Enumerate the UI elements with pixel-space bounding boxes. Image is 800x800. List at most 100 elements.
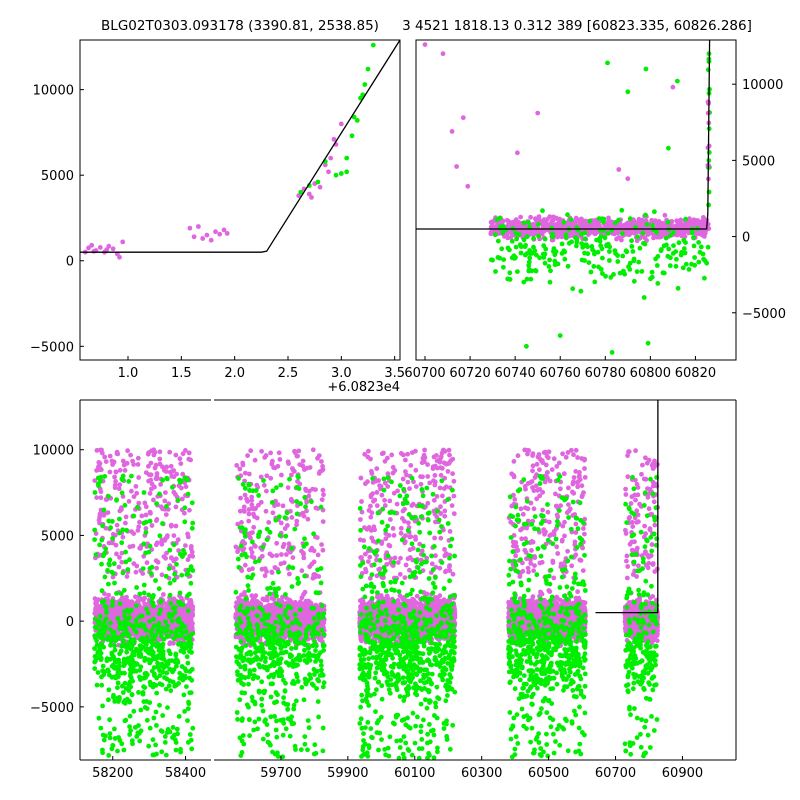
green-point (501, 264, 506, 270)
green-point (173, 747, 179, 753)
green-point (127, 713, 133, 719)
green-point (492, 232, 498, 238)
green-point (119, 632, 125, 638)
green-point (596, 216, 602, 222)
magenta-point (98, 495, 104, 501)
magenta-point (138, 545, 143, 551)
magenta-point (185, 534, 191, 540)
magenta-point (270, 458, 275, 464)
magenta-point (168, 463, 174, 469)
green-point (129, 692, 135, 697)
green-point (531, 244, 536, 250)
magenta-point (285, 523, 290, 528)
green-point (648, 276, 653, 282)
magenta-point (237, 508, 243, 514)
left-plot-title: BLG02T0303.093178 (3390.81, 2538.85) (101, 18, 379, 34)
green-point (112, 643, 118, 649)
green-point (620, 253, 626, 259)
green-point (607, 249, 612, 254)
green-point (178, 478, 184, 484)
green-point (591, 264, 597, 269)
magenta-point (129, 488, 134, 494)
magenta-point (161, 592, 166, 597)
magenta-point (147, 509, 153, 515)
green-point (153, 578, 158, 583)
green-point (143, 675, 149, 680)
green-point (705, 244, 711, 250)
green-point (143, 550, 149, 556)
green-point (654, 229, 660, 235)
magenta-point (123, 520, 128, 526)
green-point (163, 573, 169, 579)
green-point (546, 264, 552, 269)
magenta-point (326, 169, 331, 175)
green-point (608, 275, 614, 280)
magenta-point (164, 464, 170, 470)
green-point (643, 212, 648, 218)
magenta-point (110, 246, 116, 252)
green-point (650, 222, 655, 228)
green-point (178, 749, 184, 755)
magenta-point (179, 485, 184, 491)
green-point (542, 260, 548, 266)
green-point (106, 753, 112, 758)
magenta-point (528, 214, 533, 220)
green-point (106, 581, 111, 587)
green-point (592, 279, 598, 285)
magenta-point (94, 448, 100, 453)
green-point (167, 651, 173, 657)
magenta-point (154, 474, 160, 480)
green-point (127, 732, 133, 737)
magenta-point (180, 451, 186, 457)
green-point (124, 631, 130, 636)
magenta-point (682, 229, 687, 234)
green-point (625, 89, 631, 95)
magenta-point (241, 504, 247, 510)
green-point (187, 591, 192, 597)
green-point (163, 619, 168, 624)
magenta-point (96, 467, 102, 473)
magenta-point (285, 485, 291, 490)
green-point (96, 631, 101, 637)
green-point (159, 749, 165, 755)
green-point (652, 209, 657, 215)
green-point (142, 705, 148, 710)
y-tick-label: −5000 (742, 307, 786, 322)
green-point (190, 725, 196, 731)
green-point (590, 247, 595, 253)
magenta-point (246, 567, 252, 573)
magenta-point (188, 457, 194, 463)
green-point (680, 265, 686, 271)
green-point (495, 238, 501, 244)
magenta-point (97, 245, 103, 250)
green-point (105, 637, 110, 642)
green-point (182, 666, 188, 672)
magenta-point (321, 492, 326, 498)
green-point (98, 474, 104, 480)
magenta-point (252, 594, 257, 600)
green-point (108, 620, 113, 626)
green-point (132, 725, 138, 730)
green-point (106, 697, 111, 703)
green-point (550, 234, 556, 240)
green-point (565, 212, 570, 218)
green-point (175, 633, 181, 639)
green-point (612, 248, 618, 254)
magenta-point (144, 560, 150, 566)
green-point (122, 618, 128, 624)
magenta-point (169, 473, 175, 479)
green-point (157, 644, 162, 650)
magenta-point (578, 218, 584, 224)
magenta-point (548, 221, 553, 227)
magenta-point (322, 162, 328, 168)
green-point (117, 651, 122, 657)
magenta-point (183, 484, 189, 490)
magenta-point (238, 495, 244, 501)
green-point (645, 340, 651, 346)
green-point (159, 627, 165, 633)
magenta-point (544, 227, 550, 233)
green-point (169, 618, 175, 624)
green-point (517, 242, 523, 248)
green-point (110, 536, 115, 541)
